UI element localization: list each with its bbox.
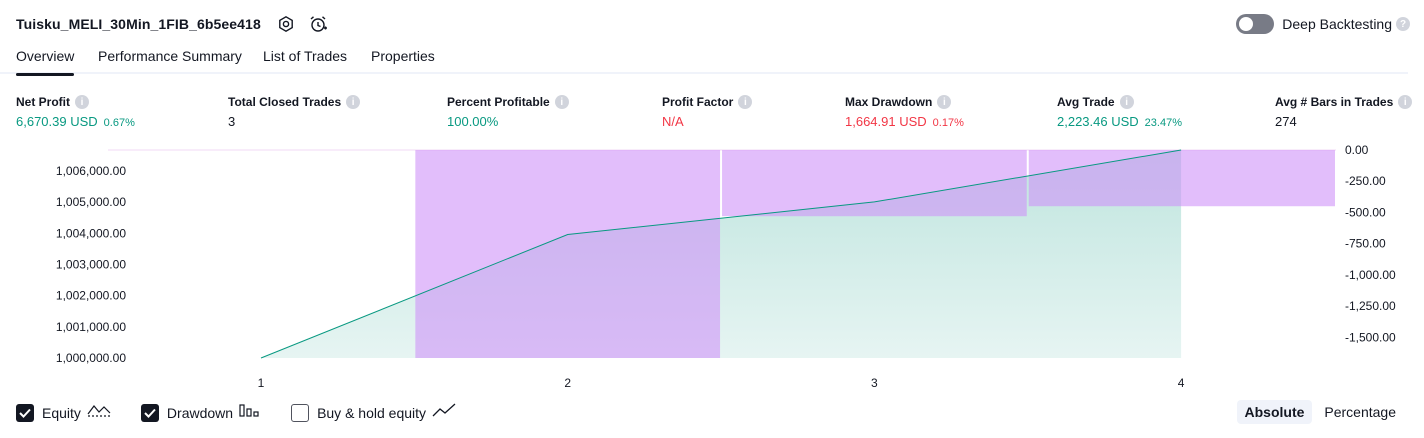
info-icon[interactable]: i bbox=[1398, 95, 1413, 109]
legend-equity[interactable]: Equity bbox=[16, 402, 111, 423]
metric-max-drawdown: Max Drawdown i 1,664.91 USD 0.17% bbox=[845, 94, 964, 130]
metric-value: N/A bbox=[662, 114, 684, 129]
info-icon[interactable]: i bbox=[1119, 95, 1134, 109]
metric-label: Net Profit bbox=[16, 95, 70, 109]
legend-drawdown[interactable]: Drawdown bbox=[140, 402, 261, 423]
alarm-add-icon[interactable] bbox=[307, 13, 329, 35]
absolute-button[interactable]: Absolute bbox=[1236, 400, 1313, 424]
x-axis-tick-label: 3 bbox=[871, 376, 878, 390]
right-axis-tick-label: -500.00 bbox=[1345, 205, 1386, 219]
x-axis-tick-label: 1 bbox=[258, 376, 265, 390]
metric-percent: 23.47% bbox=[1144, 117, 1182, 129]
help-icon[interactable]: ? bbox=[1396, 17, 1410, 31]
deep-backtesting-toggle[interactable] bbox=[1236, 14, 1275, 34]
legend-buy-hold-equity[interactable]: Buy & hold equity bbox=[291, 402, 456, 423]
left-axis-tick-label: 1,004,000.00 bbox=[56, 226, 126, 240]
metric-label: Profit Factor bbox=[662, 95, 734, 109]
metric-percent-profitable: Percent Profitable i 100.00% bbox=[447, 94, 569, 130]
drawdown-checkbox[interactable] bbox=[140, 403, 159, 422]
equity-line bbox=[260, 149, 1182, 359]
drawdown-bar[interactable] bbox=[722, 150, 1027, 217]
metric-label: Avg Trade bbox=[1057, 95, 1115, 109]
legend-label: Buy & hold equity bbox=[317, 404, 427, 421]
x-axis-tick-label: 4 bbox=[1178, 376, 1185, 390]
drawdown-bar[interactable] bbox=[1028, 150, 1335, 207]
right-axis-tick-label: -1,250.00 bbox=[1345, 299, 1396, 313]
equity-checkbox[interactable] bbox=[16, 403, 34, 422]
metric-percent: 0.67% bbox=[103, 117, 135, 129]
legend-label: Drawdown bbox=[166, 404, 234, 421]
metric-label: Avg # Bars in Trades bbox=[1275, 95, 1394, 109]
metric-value: 1,664.91 USD bbox=[845, 114, 927, 129]
legend-label: Equity bbox=[42, 404, 81, 421]
strategy-header: Tuisku_MELI_30Min_1FIB_6b5ee418 bbox=[16, 12, 329, 36]
metric-avg-bars-in-trades: Avg # Bars in Trades i 274 bbox=[1275, 94, 1413, 130]
tab-list-of-trades[interactable]: List of Trades bbox=[263, 48, 348, 64]
metric-label: Total Closed Trades bbox=[228, 95, 342, 109]
chart-legend: Equity Drawdown Buy & hold equity bbox=[16, 402, 486, 423]
metric-percent: 0.17% bbox=[932, 117, 964, 129]
left-axis-tick-label: 1,001,000.00 bbox=[56, 320, 126, 334]
metric-avg-trade: Avg Trade i 2,223.46 USD 23.47% bbox=[1057, 94, 1182, 130]
left-axis-tick-label: 1,005,000.00 bbox=[56, 195, 126, 209]
tab-properties[interactable]: Properties bbox=[371, 48, 435, 64]
right-axis-tick-label: -250.00 bbox=[1345, 174, 1386, 188]
tab-overview[interactable]: Overview bbox=[16, 48, 75, 76]
left-axis-tick-label: 1,003,000.00 bbox=[56, 257, 126, 271]
metric-value: 6,670.39 USD bbox=[16, 114, 98, 129]
deep-backtesting: Deep Backtesting ? bbox=[1236, 12, 1410, 36]
info-icon[interactable]: i bbox=[738, 95, 753, 109]
tab-performance-summary[interactable]: Performance Summary bbox=[98, 48, 242, 64]
metric-value: 3 bbox=[228, 114, 236, 129]
right-axis-tick-label: -1,500.00 bbox=[1345, 330, 1396, 344]
percentage-button[interactable]: Percentage bbox=[1324, 404, 1396, 420]
right-axis-tick-label: -1,000.00 bbox=[1345, 268, 1396, 282]
drawdown-bar[interactable] bbox=[415, 150, 721, 358]
metric-profit-factor: Profit Factor i N/A bbox=[662, 94, 753, 130]
left-axis-tick-label: 1,006,000.00 bbox=[56, 164, 126, 178]
x-axis-tick-label: 2 bbox=[564, 376, 571, 390]
left-axis-tick-label: 1,000,000.00 bbox=[56, 351, 126, 365]
strategy-title: Tuisku_MELI_30Min_1FIB_6b5ee418 bbox=[16, 16, 261, 32]
info-icon[interactable]: i bbox=[75, 95, 89, 109]
drawdown-bars-icon bbox=[239, 402, 261, 423]
info-icon[interactable]: i bbox=[937, 95, 952, 109]
info-icon[interactable]: i bbox=[554, 95, 569, 109]
value-mode-switch: Absolute Percentage bbox=[1233, 400, 1405, 424]
metric-label: Percent Profitable bbox=[447, 95, 550, 109]
equity-drawdown-chart[interactable]: 1,000,000.00 1,001,000.00 1,002,000.00 1,00… bbox=[0, 140, 1424, 396]
settings-icon[interactable] bbox=[275, 13, 297, 35]
right-axis-tick-label: -750.00 bbox=[1345, 237, 1386, 251]
metric-net-profit: Net Profit i 6,670.39 USD 0.67% bbox=[16, 94, 135, 130]
left-axis-tick-label: 1,002,000.00 bbox=[56, 289, 126, 303]
right-axis-tick-label: 0.00 bbox=[1345, 143, 1369, 157]
tab-bar: Overview Performance Summary List of Tra… bbox=[0, 44, 1408, 76]
info-icon[interactable]: i bbox=[346, 95, 361, 109]
metric-value: 100.00% bbox=[447, 114, 499, 129]
metric-total-closed-trades: Total Closed Trades i 3 bbox=[228, 94, 361, 130]
equity-line-icon bbox=[87, 402, 111, 423]
metric-value: 274 bbox=[1275, 114, 1297, 129]
metric-label: Max Drawdown bbox=[845, 95, 933, 109]
buy-hold-checkbox[interactable] bbox=[291, 403, 310, 422]
metric-value: 2,223.46 USD bbox=[1057, 114, 1139, 129]
buy-hold-line-icon bbox=[432, 402, 456, 423]
deep-backtesting-label: Deep Backtesting bbox=[1282, 16, 1392, 32]
